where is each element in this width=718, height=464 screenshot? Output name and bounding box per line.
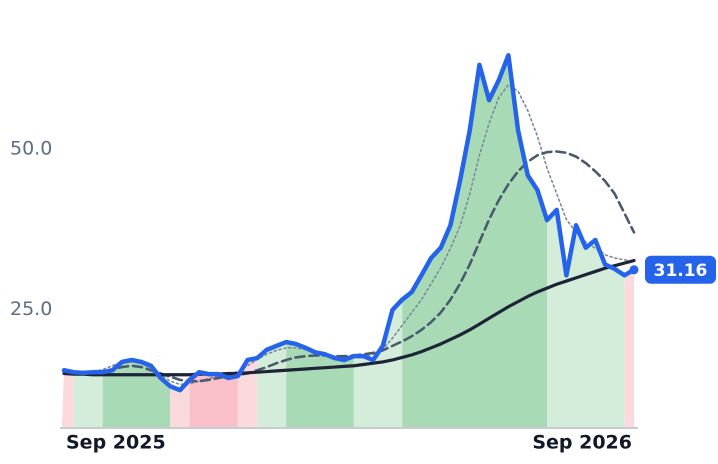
- regime-band: [237, 358, 258, 428]
- regime-band: [170, 379, 190, 428]
- regime-band: [624, 269, 634, 428]
- regime-band: [189, 372, 238, 428]
- y-tick-label: 25.0: [10, 298, 52, 320]
- series-line: [61, 52, 637, 393]
- x-tick-label: Sep 2025: [66, 432, 166, 454]
- regime-band: [62, 370, 74, 428]
- last-point: [629, 265, 639, 275]
- regime-band: [102, 359, 171, 428]
- last-value-badge: [645, 255, 716, 284]
- y-tick-label: 50.0: [10, 137, 52, 159]
- regime-band: [286, 342, 354, 428]
- regime-band: [402, 55, 548, 428]
- regime-band: [73, 372, 103, 428]
- x-tick-label: Sep 2026: [532, 432, 632, 454]
- last-value-label: 31.16: [654, 261, 708, 281]
- regime-band: [257, 342, 287, 428]
